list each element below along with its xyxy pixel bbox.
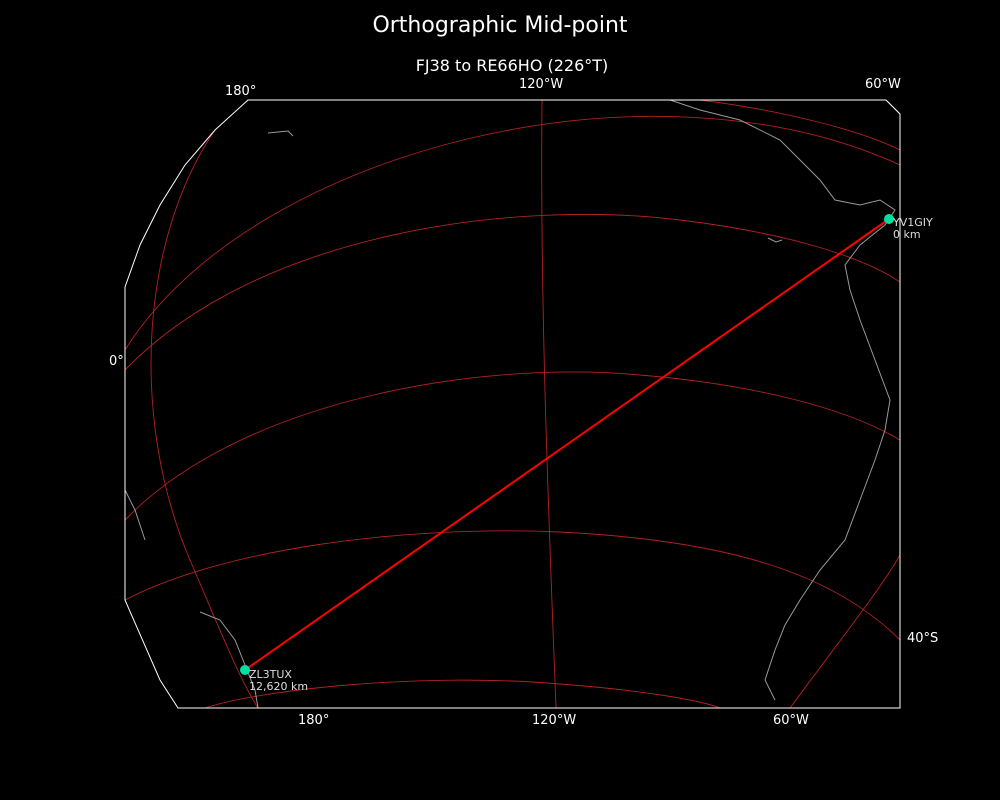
top-tick: 180° — [225, 84, 257, 99]
map-frame — [124, 99, 901, 709]
bottom-tick: 60°W — [773, 713, 809, 728]
map-title: Orthographic Mid-point — [372, 13, 628, 38]
top-tick: 120°W — [519, 77, 564, 92]
station-call: ZL3TUX — [249, 668, 292, 681]
graticule — [125, 100, 900, 708]
right-tick: 40°S — [907, 631, 939, 646]
left-tick: 0° — [109, 354, 124, 369]
station-label-yv1giy: YV1GIY 0 km — [893, 217, 933, 241]
map-subtitle: FJ38 to RE66HO (226°T) — [415, 56, 609, 75]
station-distance: 0 km — [893, 228, 921, 241]
bottom-tick: 180° — [298, 713, 330, 728]
station-label-zl3tux: ZL3TUX 12,620 km — [249, 669, 308, 693]
station-marker-zl3tux[interactable] — [240, 665, 250, 675]
bottom-tick: 120°W — [532, 713, 577, 728]
top-tick: 60°W — [865, 77, 901, 92]
great-circle-path — [244, 218, 890, 671]
coastlines — [125, 100, 900, 708]
station-marker-yv1giy[interactable] — [884, 214, 894, 224]
station-call: YV1GIY — [893, 216, 933, 229]
station-distance: 12,620 km — [249, 680, 309, 693]
